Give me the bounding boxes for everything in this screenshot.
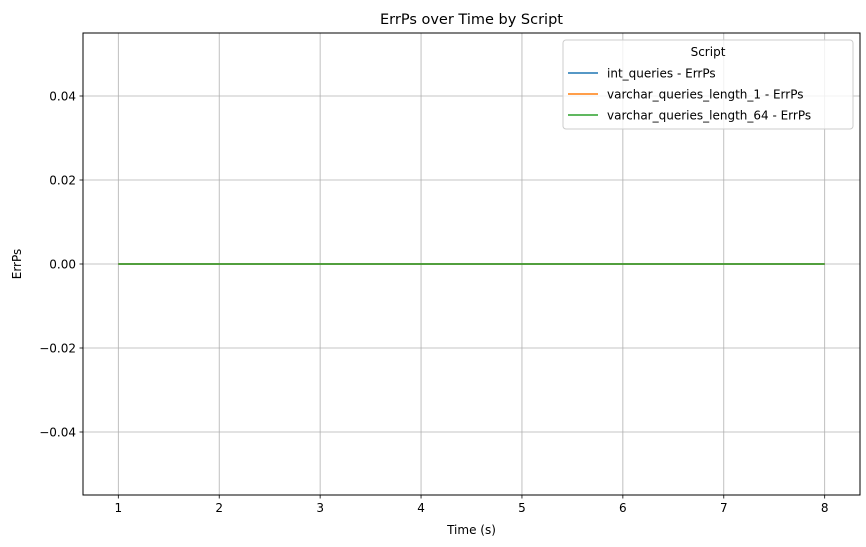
legend-box (562, 39, 854, 130)
y-tick-label: 0.04 (49, 90, 76, 104)
y-tick-label: −0.04 (39, 426, 76, 440)
axis-ticks: 1 2 3 4 5 6 7 8 −0.04 −0.02 0.00 0.02 0.04 (39, 90, 828, 516)
x-tick-label: 4 (417, 501, 425, 515)
x-tick-label: 7 (720, 501, 728, 515)
x-tick-label: 1 (114, 501, 122, 515)
legend-entry-label: varchar_queries_length_64 - ErrPs (607, 109, 811, 123)
chart-title: ErrPs over Time by Script (380, 12, 563, 28)
x-axis-title: Time (s) (446, 523, 496, 537)
x-tick-label: 6 (619, 501, 627, 515)
legend-title: Script (691, 45, 726, 59)
x-tick-label: 8 (821, 501, 829, 515)
x-tick-label: 3 (316, 501, 324, 515)
legend-entry-label: int_queries - ErrPs (607, 67, 716, 81)
y-tick-label: 0.00 (49, 258, 76, 272)
legend-entry-label: varchar_queries_length_1 - ErrPs (607, 88, 803, 102)
legend: Script int_queries - ErrPs varchar_querie… (562, 39, 854, 130)
y-axis-title: ErrPs (10, 249, 24, 280)
x-tick-label: 5 (518, 501, 526, 515)
x-tick-label: 2 (215, 501, 223, 515)
y-tick-label: −0.02 (39, 342, 76, 356)
y-tick-label: 0.02 (49, 174, 76, 188)
